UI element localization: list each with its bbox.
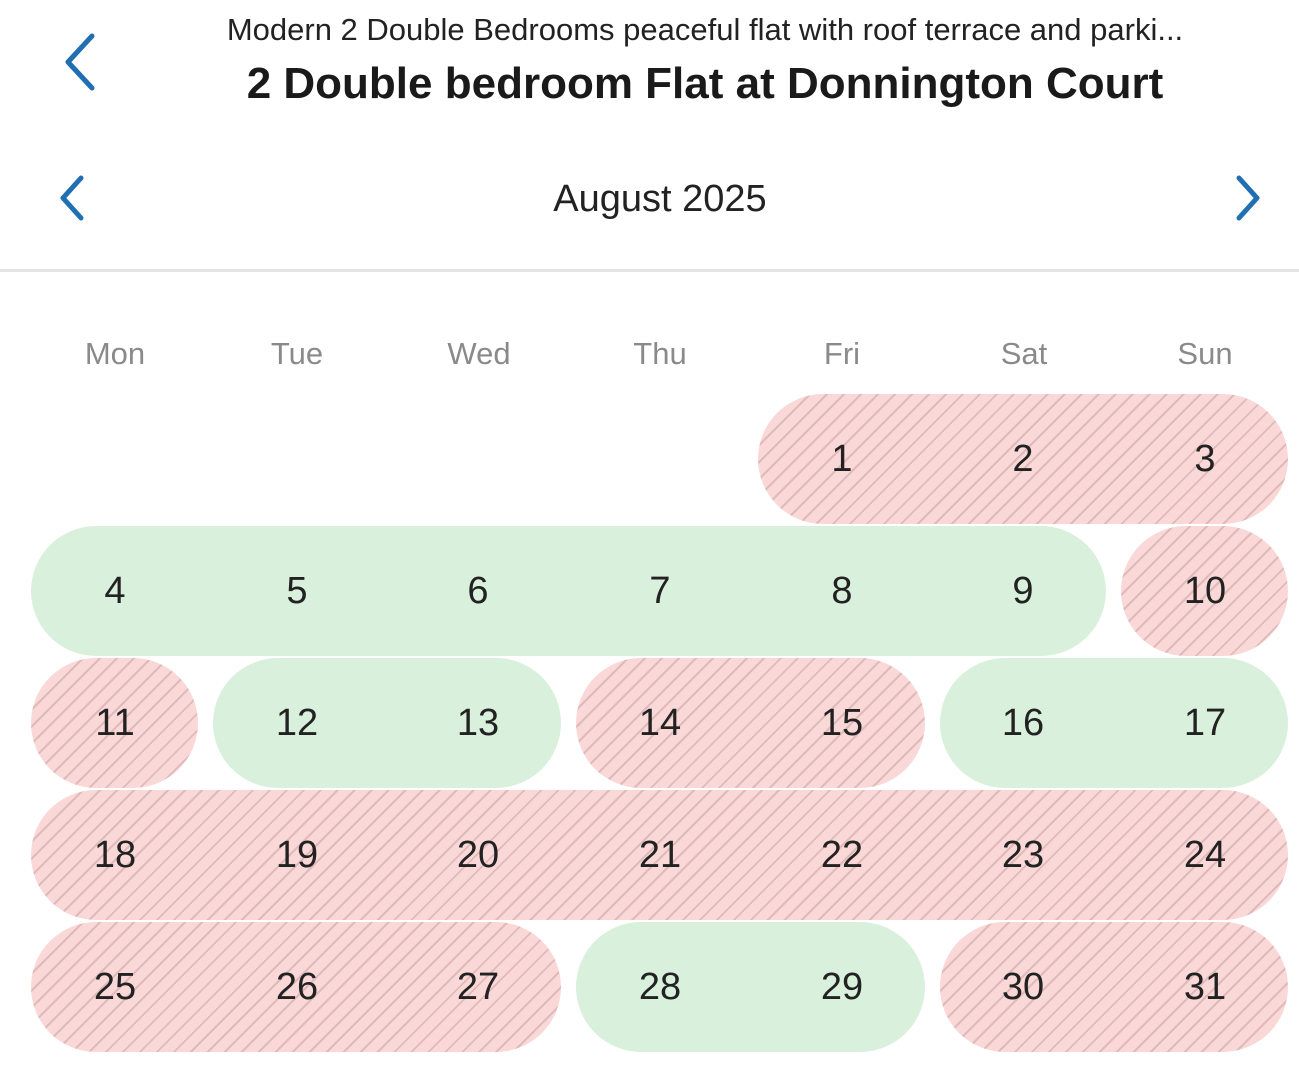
weekday-fri: Fri xyxy=(823,336,861,371)
available-range-4-9 xyxy=(31,526,1106,656)
day-27[interactable]: 27 xyxy=(456,966,500,1008)
day-2[interactable]: 2 xyxy=(1012,438,1034,480)
booked-range-1-3 xyxy=(758,394,1288,524)
day-29[interactable]: 29 xyxy=(820,966,864,1008)
header-divider xyxy=(0,269,1299,272)
weekday-mon: Mon xyxy=(84,336,146,371)
chevron-left-icon xyxy=(65,33,95,91)
day-18[interactable]: 18 xyxy=(93,834,137,876)
day-22[interactable]: 22 xyxy=(820,834,864,876)
day-26[interactable]: 26 xyxy=(275,966,319,1008)
day-15[interactable]: 15 xyxy=(820,702,864,744)
available-range-28-29 xyxy=(576,922,925,1052)
day-14[interactable]: 14 xyxy=(638,702,682,744)
booked-range-18-24 xyxy=(31,790,1288,920)
day-4[interactable]: 4 xyxy=(104,570,126,612)
booked-range-14-15 xyxy=(576,658,925,788)
booked-range-11 xyxy=(31,658,198,788)
weekday-wed: Wed xyxy=(447,336,511,371)
day-12[interactable]: 12 xyxy=(275,702,319,744)
day-13[interactable]: 13 xyxy=(456,702,500,744)
next-month-button[interactable] xyxy=(1220,170,1276,226)
chevron-left-icon xyxy=(60,175,84,221)
day-25[interactable]: 25 xyxy=(93,966,137,1008)
weekday-thu: Thu xyxy=(633,336,687,371)
day-10[interactable]: 10 xyxy=(1183,570,1227,612)
day-20[interactable]: 20 xyxy=(456,834,500,876)
day-31[interactable]: 31 xyxy=(1183,966,1227,1008)
previous-month-button[interactable] xyxy=(44,170,100,226)
day-16[interactable]: 16 xyxy=(1001,702,1045,744)
day-24[interactable]: 24 xyxy=(1183,834,1227,876)
weekday-sun: Sun xyxy=(1177,336,1233,371)
day-19[interactable]: 19 xyxy=(275,834,319,876)
booked-range-25-27 xyxy=(31,922,561,1052)
day-11[interactable]: 11 xyxy=(95,702,135,744)
day-8[interactable]: 8 xyxy=(831,570,853,612)
day-23[interactable]: 23 xyxy=(1001,834,1045,876)
day-9[interactable]: 9 xyxy=(1012,570,1034,612)
day-28[interactable]: 28 xyxy=(638,966,682,1008)
day-17[interactable]: 17 xyxy=(1183,702,1227,744)
chevron-right-icon xyxy=(1236,175,1260,221)
back-button[interactable] xyxy=(50,24,110,100)
page-title: 2 Double bedroom Flat at Donnington Cour… xyxy=(246,59,1164,108)
weekday-tue: Tue xyxy=(270,336,324,371)
day-3[interactable]: 3 xyxy=(1194,438,1216,480)
day-7[interactable]: 7 xyxy=(649,570,671,612)
month-label: August 2025 xyxy=(553,178,767,220)
listing-subtitle: Modern 2 Double Bedrooms peaceful flat w… xyxy=(226,12,1184,47)
booked-range-30-31 xyxy=(940,922,1288,1052)
available-range-12-13 xyxy=(213,658,561,788)
day-1[interactable]: 1 xyxy=(831,438,853,480)
day-6[interactable]: 6 xyxy=(467,570,489,612)
day-30[interactable]: 30 xyxy=(1001,966,1045,1008)
day-5[interactable]: 5 xyxy=(286,570,308,612)
weekday-sat: Sat xyxy=(1000,336,1048,371)
day-21[interactable]: 21 xyxy=(638,834,682,876)
booked-range-10 xyxy=(1121,526,1288,656)
available-range-16-17 xyxy=(940,658,1288,788)
